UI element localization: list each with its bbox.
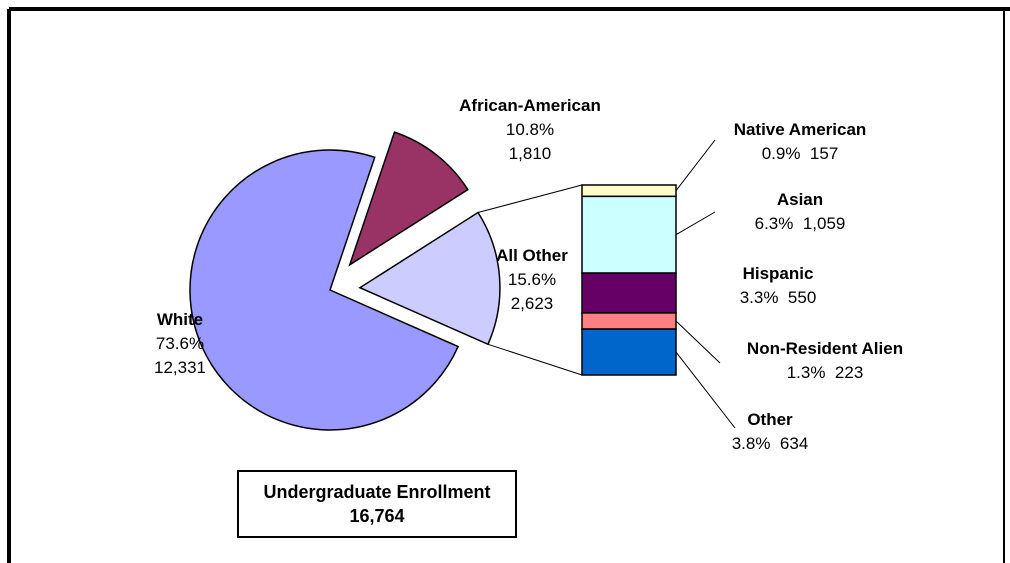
segment-count: 550 — [787, 288, 817, 307]
slice-name: All Other — [496, 246, 568, 265]
segment-count: 223 — [834, 363, 864, 382]
slice-name: African-American — [459, 96, 601, 115]
breakdown-bar — [581, 184, 677, 376]
leader-lines — [477, 139, 736, 429]
segment-percent: 3.8% — [731, 434, 771, 453]
slice-name: White — [156, 310, 204, 329]
callout-line-asian — [675, 211, 716, 236]
segment-name: Asian — [776, 190, 824, 209]
segment-count: 1,059 — [802, 214, 846, 233]
segment-name: Non-Resident Alien — [746, 339, 904, 358]
callout-line-native-american — [675, 139, 716, 191]
pie — [189, 131, 501, 431]
segment-count: 634 — [779, 434, 809, 453]
bar-segment-non-resident-alien — [581, 312, 677, 330]
segment-percent: 0.9% — [761, 144, 801, 163]
slice-percent: 10.8% — [505, 120, 555, 139]
pie-slice-white — [189, 149, 460, 431]
slice-label-white: White 73.6% 12,331 — [135, 308, 225, 380]
segment-percent: 6.3% — [754, 214, 794, 233]
segment-label-native-american: Native American 0.9% 157 — [700, 118, 900, 166]
segment-label-hispanic: Hispanic 3.3% 550 — [688, 262, 868, 310]
segment-count: 157 — [809, 144, 839, 163]
pie-slice-african-american — [348, 131, 469, 267]
slice-percent: 15.6% — [507, 270, 557, 289]
segment-percent: 1.3% — [786, 363, 826, 382]
pie-slice-all-other — [358, 211, 501, 346]
connector-bottom-line — [487, 343, 583, 376]
bar-segment-asian — [581, 195, 677, 274]
connector-top-line — [477, 184, 583, 213]
bar-segment-hispanic — [581, 272, 677, 314]
slice-percent: 73.6% — [155, 334, 205, 353]
slice-label-all-other: All Other 15.6% 2,623 — [482, 244, 582, 316]
segment-label-asian: Asian 6.3% 1,059 — [700, 188, 900, 236]
segment-percent: 3.3% — [739, 288, 779, 307]
segment-label-other: Other 3.8% 634 — [690, 408, 850, 456]
total-value: 16,764 — [349, 506, 405, 526]
segment-name: Other — [747, 410, 793, 429]
segment-name: Native American — [733, 120, 867, 139]
slice-count: 1,810 — [508, 144, 552, 163]
bar-segment-other — [581, 328, 677, 376]
total-enrollment-box: Undergraduate Enrollment 16,764 — [237, 470, 517, 538]
callout-line-other — [675, 351, 736, 429]
bar-segment-native-american — [581, 184, 677, 198]
slice-label-african-american: African-American 10.8% 1,810 — [430, 94, 630, 166]
callout-line-non-resident-alien — [675, 320, 721, 364]
total-label: Undergraduate Enrollment — [263, 482, 491, 502]
segment-label-non-resident-alien: Non-Resident Alien 1.3% 223 — [710, 337, 940, 385]
slice-count: 12,331 — [154, 358, 206, 377]
segment-name: Hispanic — [742, 264, 814, 283]
slice-count: 2,623 — [510, 294, 554, 313]
